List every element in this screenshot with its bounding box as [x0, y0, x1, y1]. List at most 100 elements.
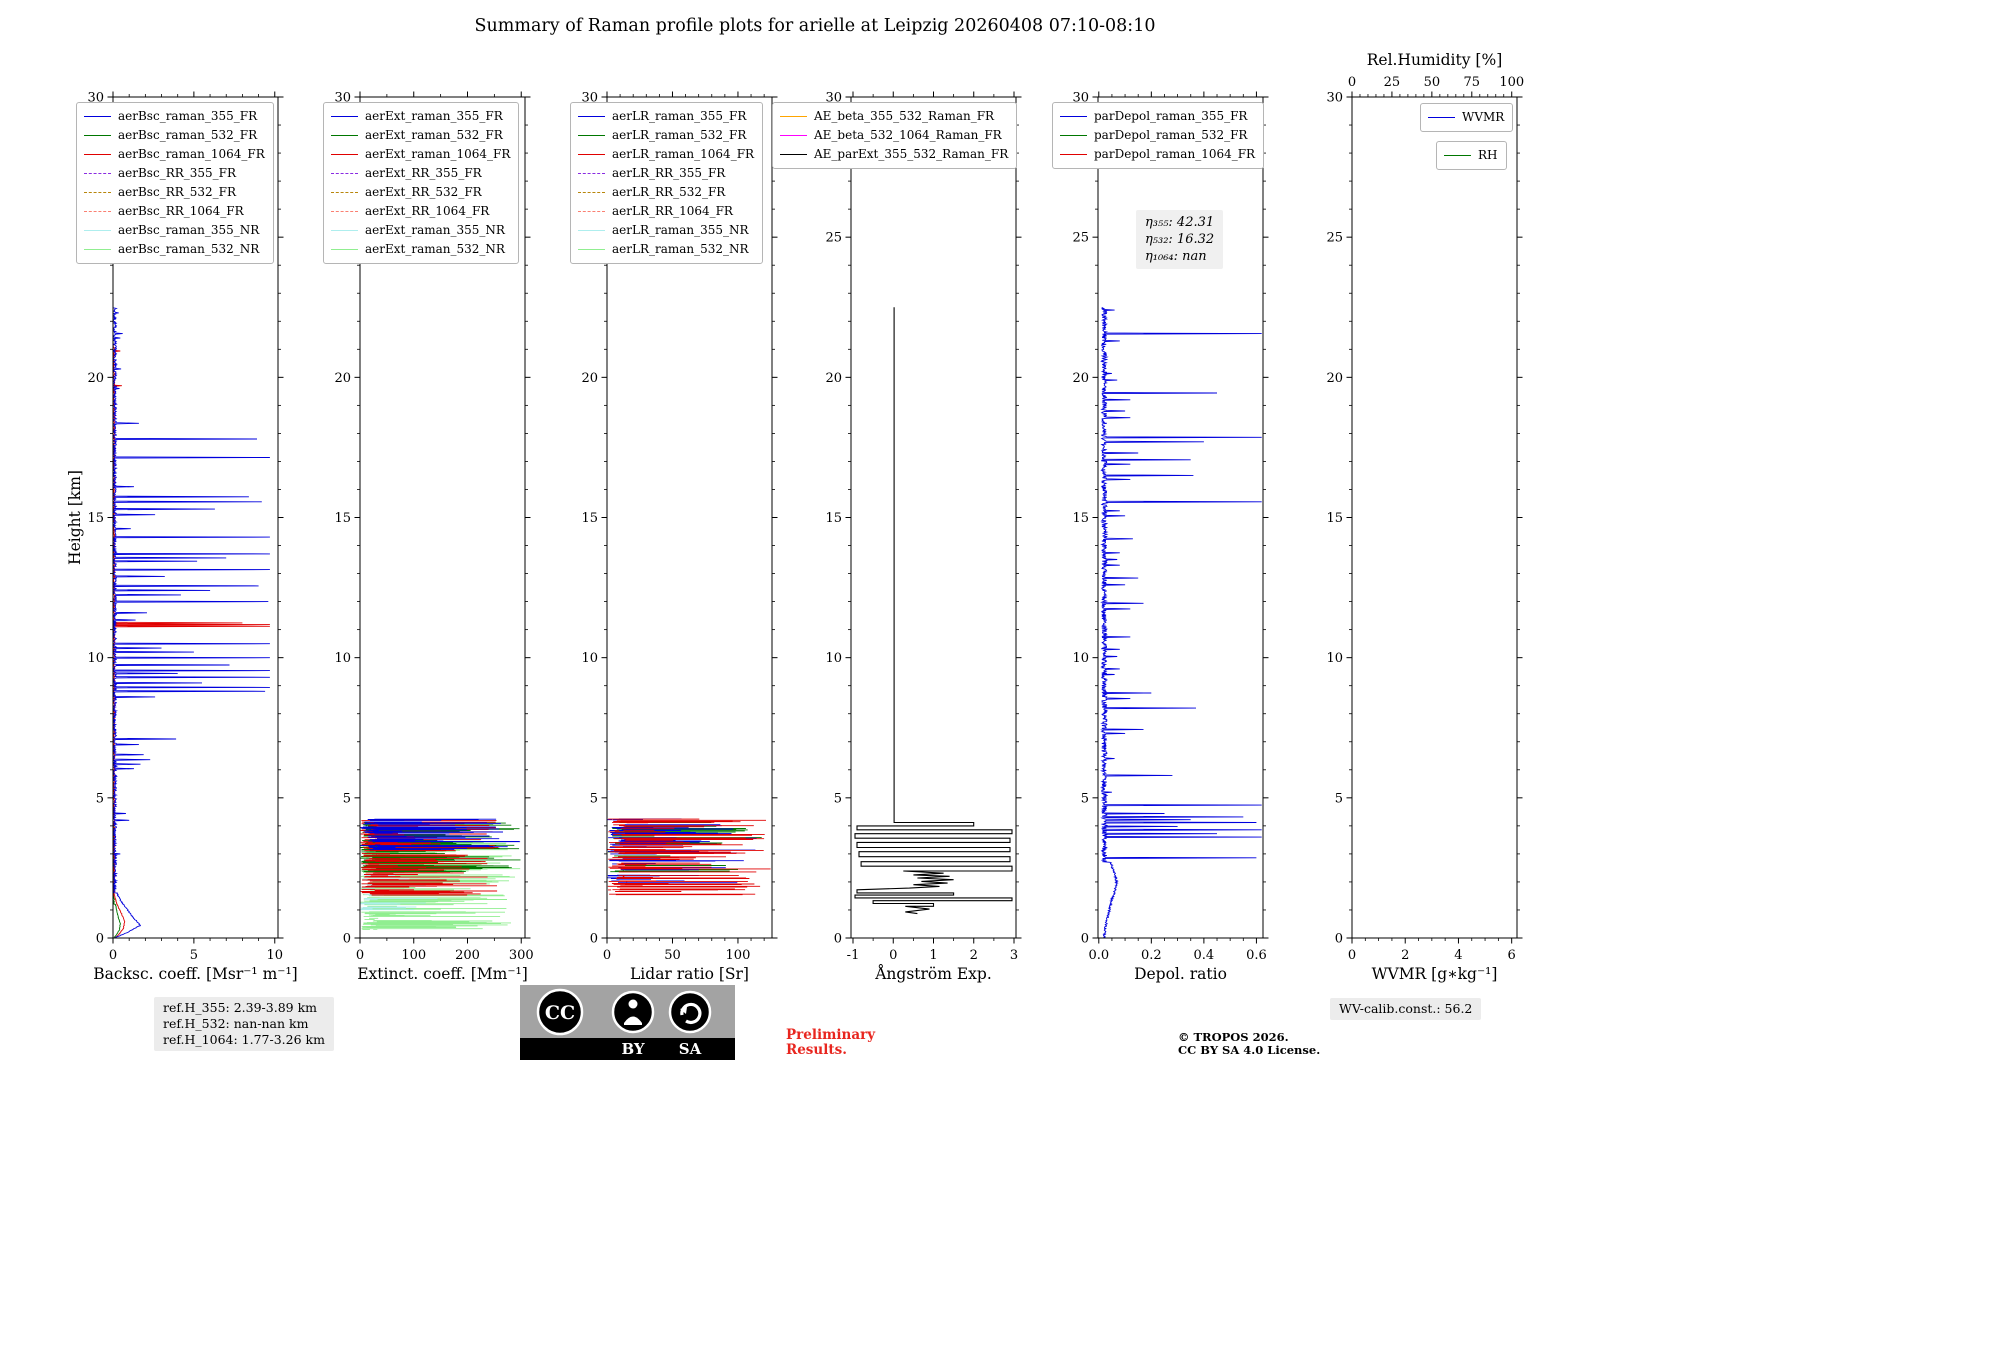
svg-text:0: 0 [834, 932, 842, 947]
legend-item: aerExt_raman_532_FR [331, 126, 510, 145]
legend-label: aerLR_RR_355_FR [612, 166, 726, 180]
svg-text:30: 30 [87, 91, 104, 106]
legend-item: aerExt_RR_355_FR [331, 164, 510, 183]
legend-label: aerBsc_raman_355_FR [118, 109, 258, 123]
legend-line-swatch [84, 116, 111, 117]
by-person-icon [611, 990, 655, 1034]
legend-item: AE_beta_532_1064_Raman_FR [780, 126, 1008, 145]
svg-text:5: 5 [96, 791, 104, 806]
svg-text:0: 0 [1348, 948, 1356, 963]
legend-label: aerBsc_raman_532_NR [118, 242, 260, 256]
svg-text:300: 300 [509, 948, 534, 963]
by-label: BY [621, 1040, 644, 1058]
legend-item: aerExt_RR_532_FR [331, 183, 510, 202]
svg-text:25: 25 [1384, 75, 1401, 90]
legend-line-swatch [1428, 117, 1455, 118]
legend-label: aerExt_raman_532_NR [365, 242, 505, 256]
legend-label: aerLR_raman_532_FR [612, 128, 747, 142]
legend-line-swatch [578, 192, 605, 193]
legend-label: aerExt_raman_355_FR [365, 109, 503, 123]
svg-text:Depol. ratio: Depol. ratio [1134, 965, 1227, 983]
svg-text:0.4: 0.4 [1194, 948, 1215, 963]
svg-text:Lidar ratio [Sr]: Lidar ratio [Sr] [630, 965, 749, 983]
svg-text:25: 25 [825, 231, 842, 246]
svg-text:0.2: 0.2 [1141, 948, 1162, 963]
svg-text:20: 20 [1326, 371, 1343, 386]
legend-line-swatch [1060, 116, 1087, 117]
legend-item: aerBsc_raman_355_NR [84, 221, 265, 240]
reference-heights-box: ref.H_355: 2.39-3.89 km ref.H_532: nan-n… [154, 997, 334, 1051]
svg-text:5: 5 [1081, 791, 1089, 806]
svg-text:3: 3 [1010, 948, 1018, 963]
svg-text:WVMR [g∗kg⁻¹]: WVMR [g∗kg⁻¹] [1372, 965, 1498, 983]
svg-text:0: 0 [603, 948, 611, 963]
legend-line-swatch [331, 135, 358, 136]
svg-text:0: 0 [96, 932, 104, 947]
svg-text:30: 30 [334, 91, 351, 106]
svg-text:0.6: 0.6 [1246, 948, 1267, 963]
legend-item: aerBsc_RR_532_FR [84, 183, 265, 202]
copyright-note: © TROPOS 2026. CC BY SA 4.0 License. [1178, 1030, 1321, 1057]
svg-text:0: 0 [356, 948, 364, 963]
legend-line-swatch [84, 135, 111, 136]
svg-text:0: 0 [1081, 932, 1089, 947]
legend-panel-4: AE_beta_355_532_Raman_FR AE_beta_532_1064… [772, 102, 1018, 169]
svg-text:0.0: 0.0 [1088, 948, 1109, 963]
legend-item: aerExt_raman_355_NR [331, 221, 510, 240]
svg-text:5: 5 [343, 791, 351, 806]
legend-item: RH [1444, 146, 1498, 165]
legend-label: aerLR_raman_355_NR [612, 223, 749, 237]
legend-item: aerExt_raman_1064_FR [331, 145, 510, 164]
legend-label: aerLR_raman_1064_FR [612, 147, 755, 161]
legend-label: AE_beta_355_532_Raman_FR [814, 109, 995, 123]
legend-label: aerBsc_raman_355_NR [118, 223, 260, 237]
svg-text:15: 15 [334, 511, 351, 526]
svg-text:30: 30 [1072, 91, 1089, 106]
legend-item: aerLR_RR_1064_FR [578, 202, 754, 221]
svg-text:15: 15 [1072, 511, 1089, 526]
eta-annotation: η₃₅₅: 42.31 η₅₃₂: 16.32 η₁₀₆₄: nan [1136, 210, 1224, 269]
svg-text:100: 100 [726, 948, 751, 963]
cc-icon [536, 988, 584, 1036]
legend-line-swatch [84, 230, 111, 231]
svg-text:75: 75 [1464, 75, 1481, 90]
legend-line-swatch [780, 135, 807, 136]
legend-label: aerBsc_RR_532_FR [118, 185, 237, 199]
svg-text:0: 0 [590, 932, 598, 947]
legend-label: aerLR_raman_532_NR [612, 242, 749, 256]
ref-h-532: ref.H_532: nan-nan km [163, 1016, 309, 1031]
legend-label: RH [1478, 148, 1498, 162]
legend-item: aerBsc_raman_532_FR [84, 126, 265, 145]
legend-panel-6: WVMR [1420, 103, 1514, 132]
legend-panel-5: parDepol_raman_355_FR parDepol_raman_532_… [1052, 102, 1265, 169]
svg-text:15: 15 [581, 511, 598, 526]
legend-line-swatch [1060, 135, 1087, 136]
svg-text:0: 0 [889, 948, 897, 963]
ref-h-1064: ref.H_1064: 1.77-3.26 km [163, 1032, 325, 1047]
legend-label: aerExt_RR_532_FR [365, 185, 482, 199]
wv-calib-text: WV-calib.const.: 56.2 [1339, 1001, 1473, 1016]
legend-line-swatch [331, 154, 358, 155]
legend-label: parDepol_raman_532_FR [1094, 128, 1248, 142]
svg-text:10: 10 [334, 651, 351, 666]
legend-label: aerLR_raman_355_FR [612, 109, 747, 123]
svg-text:5: 5 [190, 948, 198, 963]
svg-text:Ångström Exp.: Ångström Exp. [874, 965, 992, 983]
svg-text:10: 10 [825, 651, 842, 666]
legend-item: aerLR_raman_355_FR [578, 107, 754, 126]
legend-item: WVMR [1428, 108, 1504, 127]
svg-text:10: 10 [581, 651, 598, 666]
cc-badge-graphic: CC BY SA [520, 985, 735, 1060]
svg-text:Height [km]: Height [km] [66, 470, 84, 565]
cc-icon-text: CC [545, 1002, 575, 1024]
svg-text:0: 0 [1348, 75, 1356, 90]
legend-line-swatch [578, 211, 605, 212]
svg-text:4: 4 [1454, 948, 1462, 963]
svg-text:15: 15 [87, 511, 104, 526]
legend-panel-2: aerExt_raman_355_FR aerExt_raman_532_FR ae… [323, 102, 520, 264]
figure-title: Summary of Raman profile plots for ariel… [474, 16, 1156, 36]
svg-text:15: 15 [825, 511, 842, 526]
legend-label: aerExt_RR_1064_FR [365, 204, 490, 218]
legend-item: AE_parExt_355_532_Raman_FR [780, 145, 1008, 164]
svg-text:50: 50 [1424, 75, 1441, 90]
